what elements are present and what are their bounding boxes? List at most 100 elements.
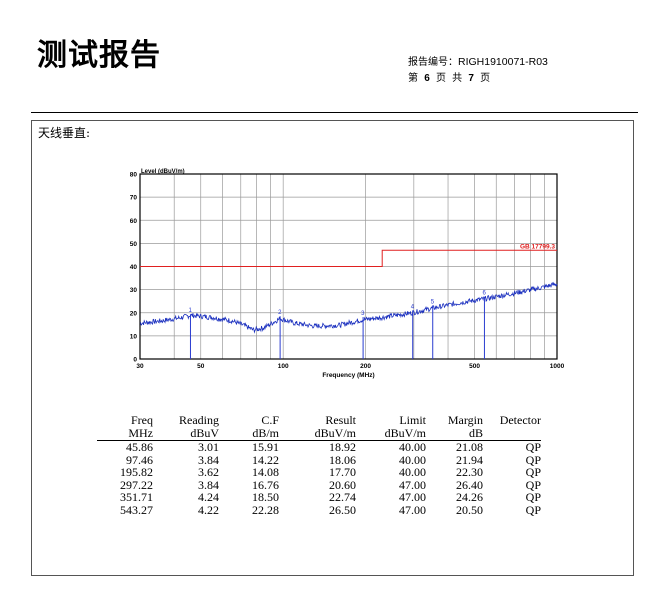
limit-line xyxy=(140,249,557,267)
table-cell: 22.28 xyxy=(252,502,279,517)
table-row: 297.22 3.84 16.76 20.60 47.00 26.40 QP xyxy=(97,479,541,492)
table-cell: 47.00 xyxy=(399,477,426,492)
x-tick-label: 500 xyxy=(469,363,480,370)
report-number: 报告编号：RIGH1910071-R03 xyxy=(408,53,548,68)
x-axis-label: Frequency (MHz) xyxy=(322,372,374,379)
y-tick-label: 30 xyxy=(130,287,138,294)
table-cell: 18.50 xyxy=(252,490,279,505)
column-header: Margin xyxy=(447,413,483,427)
x-tick-label: 30 xyxy=(136,363,144,370)
column-unit: dBuV/m xyxy=(356,427,426,441)
x-tick-label: 200 xyxy=(360,363,371,370)
table-cell: QP xyxy=(525,490,541,505)
report-number-label: 报告编号： xyxy=(408,57,458,68)
content-frame xyxy=(31,120,634,576)
table-cell: 543.27 xyxy=(120,502,153,517)
table-cell: 17.70 xyxy=(329,465,356,480)
column-unit: dBuV xyxy=(153,427,219,441)
table-cell: 22.30 xyxy=(456,465,483,480)
table-cell: 3.62 xyxy=(198,465,219,480)
y-axis-label: Level (dBuV/m) xyxy=(141,169,185,175)
table-cell: 45.86 xyxy=(126,440,153,454)
marker-label: 3 xyxy=(361,311,365,317)
marker-label: 6 xyxy=(482,291,486,297)
table-row: 45.86 3.01 15.91 18.92 40.00 21.08 QP xyxy=(97,441,541,454)
table-cell: QP xyxy=(525,502,541,517)
table-row: 97.46 3.84 14.22 18.06 40.00 21.94 QP xyxy=(97,452,541,467)
section-label: 天线垂直: xyxy=(38,126,91,140)
table-cell: 22.74 xyxy=(329,490,356,505)
table-cell: 16.76 xyxy=(252,477,279,492)
column-header: Detector xyxy=(499,413,541,427)
table-row: 351.71 4.24 18.50 22.74 47.00 24.26 QP xyxy=(97,491,541,504)
table-cell: QP xyxy=(525,452,541,467)
table-cell: 4.22 xyxy=(198,502,219,517)
table-cell: 24.26 xyxy=(456,490,483,505)
page-prefix: 第 xyxy=(408,73,418,84)
table-cell: 21.08 xyxy=(456,440,483,454)
table-cell: 351.71 xyxy=(120,490,153,505)
y-tick-label: 40 xyxy=(130,264,138,271)
table-cell: 3.01 xyxy=(198,440,219,454)
y-tick-label: 10 xyxy=(130,333,138,340)
table-body: 45.86 3.01 15.91 18.92 40.00 21.08 QP 97.46 3.84… xyxy=(97,441,541,517)
table-cell: 47.00 xyxy=(399,490,426,505)
table-cell: 297.22 xyxy=(120,477,153,492)
column-unit: dBuV/m xyxy=(279,427,356,441)
table-cell: QP xyxy=(525,477,541,492)
table-cell: 14.22 xyxy=(252,452,279,467)
table-cell: 195.82 xyxy=(120,465,153,480)
table-cell: 18.06 xyxy=(329,452,356,467)
table-cell: 26.40 xyxy=(456,477,483,492)
table-cell: 4.24 xyxy=(198,490,219,505)
page-mid: 页 共 xyxy=(435,73,463,84)
table-cell: QP xyxy=(525,440,541,454)
table-cell: 21.94 xyxy=(456,452,483,467)
x-tick-label: 100 xyxy=(278,363,289,370)
results-table: Freq Reading C.F Result Limit Margin Detector … xyxy=(97,414,541,517)
table-cell: 40.00 xyxy=(399,452,426,467)
column-header: Freq xyxy=(131,413,153,427)
table-cell: 47.00 xyxy=(399,502,426,517)
table-cell: 20.50 xyxy=(456,502,483,517)
table-units-row: MHz dBuV dB/m dBuV/m dBuV/m dB xyxy=(97,427,541,441)
table-cell: 40.00 xyxy=(399,465,426,480)
marker-label: 2 xyxy=(278,310,282,316)
table-cell: 40.00 xyxy=(399,440,426,454)
table-cell: 3.84 xyxy=(198,477,219,492)
page-total: 7 xyxy=(468,73,474,84)
marker-label: 5 xyxy=(431,299,435,305)
x-tick-label: 50 xyxy=(197,363,205,370)
limit-line-label: GB 17799.3 xyxy=(520,243,555,250)
column-header: Result xyxy=(325,413,356,427)
x-tick-label: 1000 xyxy=(550,363,565,370)
y-tick-label: 80 xyxy=(130,172,138,179)
y-tick-label: 0 xyxy=(133,357,137,364)
marker-label: 1 xyxy=(188,308,192,314)
table-row: 195.82 3.62 14.08 17.70 40.00 22.30 QP xyxy=(97,466,541,479)
column-unit: dB/m xyxy=(219,427,279,441)
table-cell: 14.08 xyxy=(252,465,279,480)
table-cell: 3.84 xyxy=(198,452,219,467)
table-cell: QP xyxy=(525,465,541,480)
column-header: Limit xyxy=(399,413,426,427)
page-suffix: 页 xyxy=(480,73,491,84)
column-header: C.F xyxy=(261,413,279,427)
table-cell: 26.50 xyxy=(329,502,356,517)
measurement-trace xyxy=(139,281,558,334)
report-title: 测试报告 xyxy=(37,38,161,73)
table-row: 543.27 4.22 22.28 26.50 47.00 20.50 QP xyxy=(97,504,541,517)
column-unit xyxy=(483,427,541,441)
table-cell: 15.91 xyxy=(252,440,279,454)
table-cell: 18.92 xyxy=(329,440,356,454)
table-header-row: Freq Reading C.F Result Limit Margin Detector xyxy=(97,414,541,427)
page-current: 6 xyxy=(424,73,430,84)
y-tick-label: 50 xyxy=(130,241,138,248)
table-cell: 20.60 xyxy=(329,477,356,492)
column-unit: dB xyxy=(426,427,483,441)
column-unit: MHz xyxy=(97,427,153,441)
y-tick-label: 20 xyxy=(130,310,138,317)
page-info: 第 6 页 共 7 页 xyxy=(408,69,490,84)
column-header: Reading xyxy=(179,413,219,427)
